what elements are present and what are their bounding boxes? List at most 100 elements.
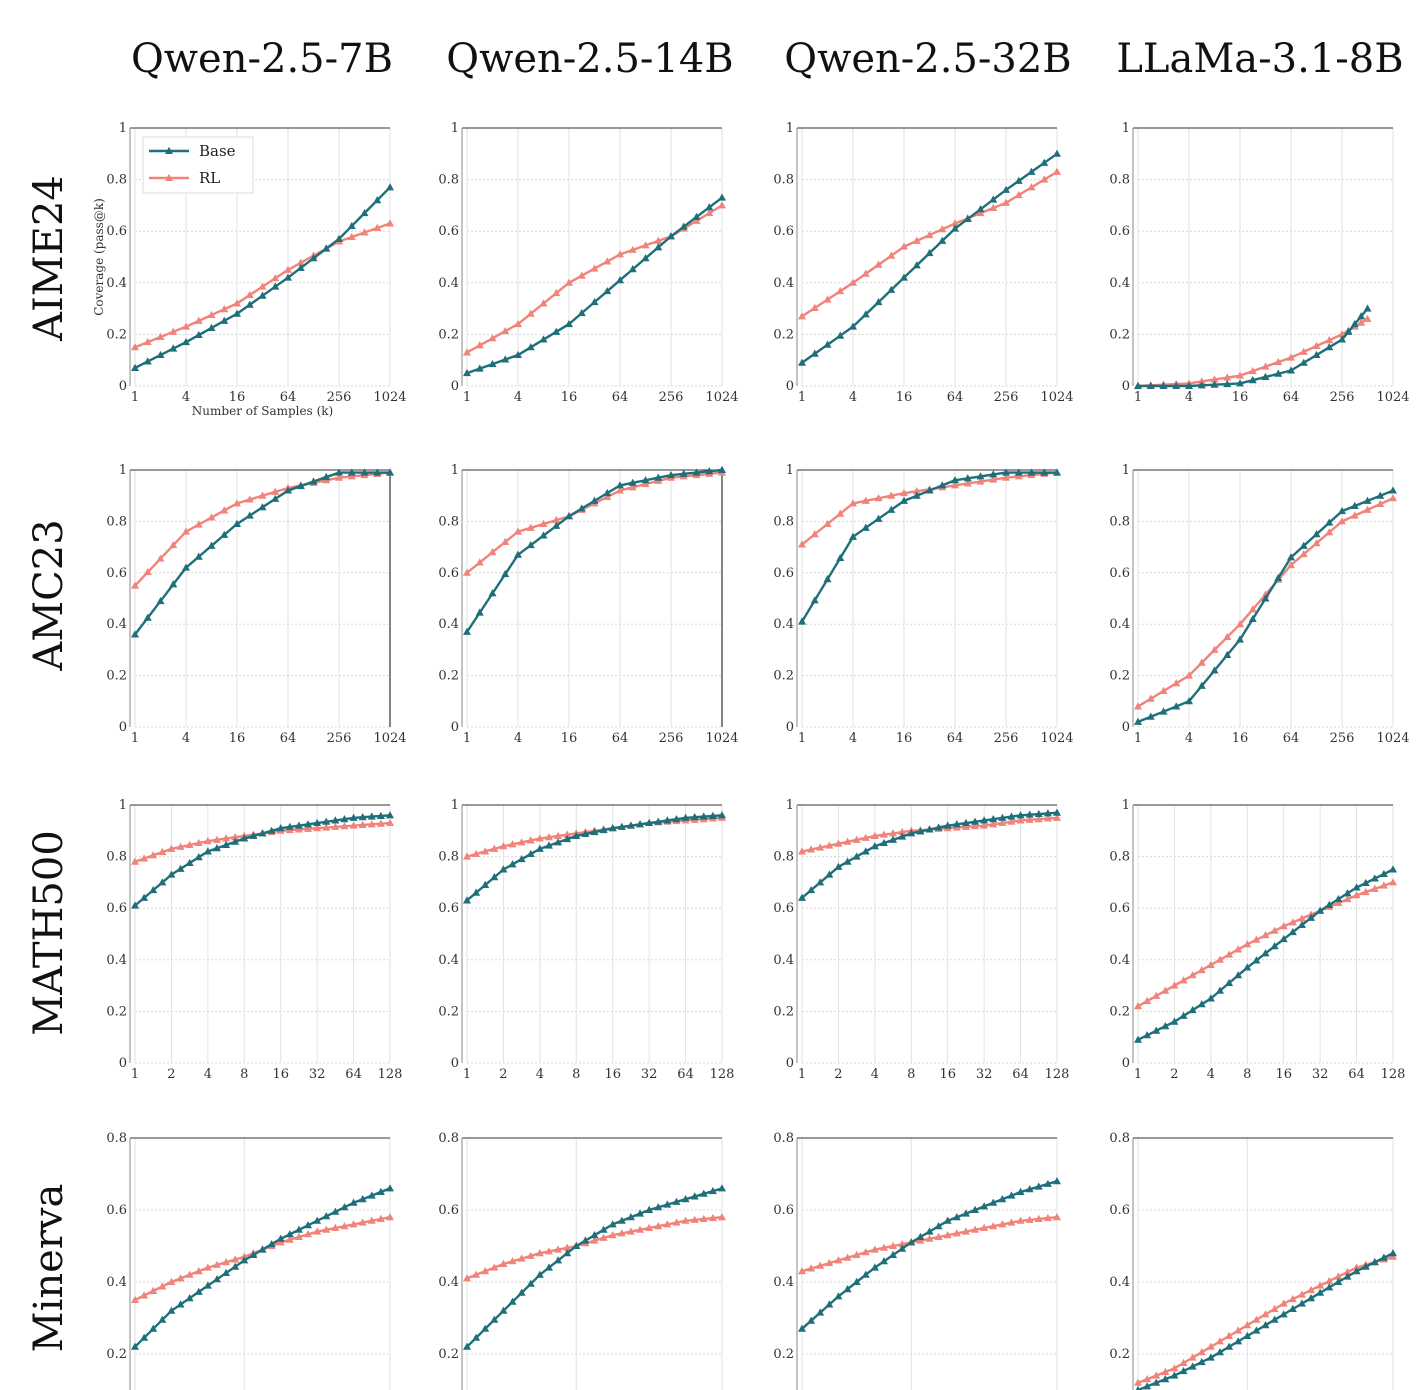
data-point-rl	[284, 265, 292, 273]
data-point-rl	[233, 499, 241, 507]
data-point-base	[718, 811, 726, 819]
data-point-rl	[692, 216, 701, 224]
data-point-rl	[699, 1214, 708, 1222]
chart-panel: 0.2 0.4 0.6 0.8	[106, 1131, 394, 1390]
data-point-rl	[340, 1222, 349, 1230]
data-point-base	[1197, 681, 1206, 689]
data-point-base	[167, 1306, 176, 1314]
data-point-base	[526, 849, 535, 858]
data-point-base	[386, 183, 394, 191]
data-point-rl	[603, 492, 612, 500]
series-line-base	[465, 468, 723, 633]
data-point-base	[535, 1270, 544, 1278]
x-tick-label: 1024	[1376, 731, 1409, 746]
x-tick-label: 2	[499, 1067, 507, 1082]
data-point-base	[1014, 176, 1023, 184]
data-point-base	[276, 1234, 285, 1242]
data-point-rl	[176, 842, 185, 850]
data-point-rl	[1325, 528, 1334, 536]
data-point-rl	[294, 825, 303, 833]
data-point-base	[816, 878, 825, 886]
data-point-rl	[887, 491, 896, 499]
data-point-rl	[1343, 894, 1352, 903]
data-point-rl	[590, 264, 599, 272]
data-point-base	[889, 835, 898, 843]
x-tick-label: 64	[612, 731, 629, 746]
data-point-rl	[1134, 702, 1142, 710]
y-tick-label: 0.6	[106, 1203, 127, 1218]
data-point-base	[1161, 1022, 1170, 1030]
data-point-rl	[898, 1240, 907, 1248]
data-point-base	[900, 496, 908, 504]
data-point-base	[1210, 666, 1219, 674]
data-point-base	[925, 1227, 934, 1235]
data-point-rl	[322, 1225, 331, 1233]
data-point-rl	[182, 322, 190, 330]
data-point-rl	[705, 208, 714, 217]
chart-panel: 0 0.2 0.4 0.6 0.8 1 1 4 16 64 256 1024	[438, 121, 738, 405]
chart-panel: 0.2 0.4 0.6 0.8	[773, 1131, 1061, 1390]
data-point-rl	[1179, 1358, 1188, 1366]
data-point-rl	[599, 1233, 608, 1241]
y-tick-label: 0	[786, 1056, 794, 1071]
data-point-rl	[313, 1227, 322, 1235]
data-point-base	[1287, 366, 1295, 374]
chart-panel: 0 0.2 0.4 0.6 0.8 1 1 2 4 8 16 32 64 128	[106, 798, 402, 1082]
data-point-base	[1316, 1288, 1325, 1296]
x-tick-label: 1024	[1376, 390, 1409, 405]
data-point-rl	[1234, 945, 1243, 953]
data-point-base	[572, 1241, 581, 1249]
data-point-base	[149, 885, 158, 894]
data-point-base	[340, 814, 349, 823]
data-point-rl	[1188, 1353, 1197, 1361]
chart-panel: 0.2 0.4 0.6 0.8	[438, 1131, 726, 1390]
data-point-base	[1188, 1362, 1197, 1370]
data-point-base	[1172, 702, 1181, 710]
data-point-rl	[861, 833, 870, 841]
series-line-rl	[134, 471, 391, 587]
data-point-base	[1185, 381, 1193, 389]
data-point-base	[552, 521, 561, 529]
data-point-rl	[1379, 881, 1388, 889]
data-point-base	[1007, 812, 1016, 820]
data-point-rl	[980, 821, 989, 829]
data-point-base	[1325, 1283, 1334, 1291]
data-point-rl	[861, 496, 870, 504]
y-tick-label: 0	[786, 379, 794, 394]
data-point-rl	[1252, 1315, 1261, 1323]
x-tick-label: 64	[345, 1067, 362, 1082]
y-tick-label: 0.4	[438, 1275, 459, 1290]
x-tick-label: 256	[994, 390, 1019, 405]
x-tick-label: 8	[1243, 1067, 1251, 1082]
data-point-base	[1170, 1017, 1179, 1025]
data-point-base	[1159, 381, 1168, 389]
data-point-base	[1261, 1321, 1270, 1329]
data-point-rl	[1002, 473, 1010, 481]
x-tick-label: 1	[463, 731, 471, 746]
chart-panel: 0 0.2 0.4 0.6 0.8 1 1 4 16 64 256 1024	[106, 463, 406, 746]
data-point-rl	[971, 1225, 980, 1233]
x-tick-label: 4	[1185, 731, 1193, 746]
data-point-base	[212, 844, 221, 852]
data-point-base	[360, 468, 369, 476]
data-point-base	[989, 1198, 998, 1206]
data-point-base	[887, 505, 896, 513]
data-point-base	[514, 550, 522, 558]
data-point-base	[284, 486, 292, 494]
x-tick-label: 64	[1283, 390, 1300, 405]
data-point-base	[222, 840, 231, 848]
series-line-rl	[466, 816, 723, 858]
data-point-base	[535, 844, 544, 852]
data-point-base	[952, 820, 961, 828]
x-tick-label: 2	[167, 1067, 175, 1082]
data-point-rl	[501, 537, 510, 545]
data-point-base	[490, 1315, 499, 1323]
data-point-rl	[836, 509, 845, 517]
data-point-base	[874, 297, 883, 306]
data-point-rl	[185, 840, 194, 848]
x-tick-label: 8	[907, 1067, 915, 1082]
data-point-rl	[517, 838, 526, 846]
data-point-rl	[989, 203, 998, 211]
y-tick-label: 0	[451, 1056, 459, 1071]
data-point-rl	[1215, 1337, 1224, 1345]
